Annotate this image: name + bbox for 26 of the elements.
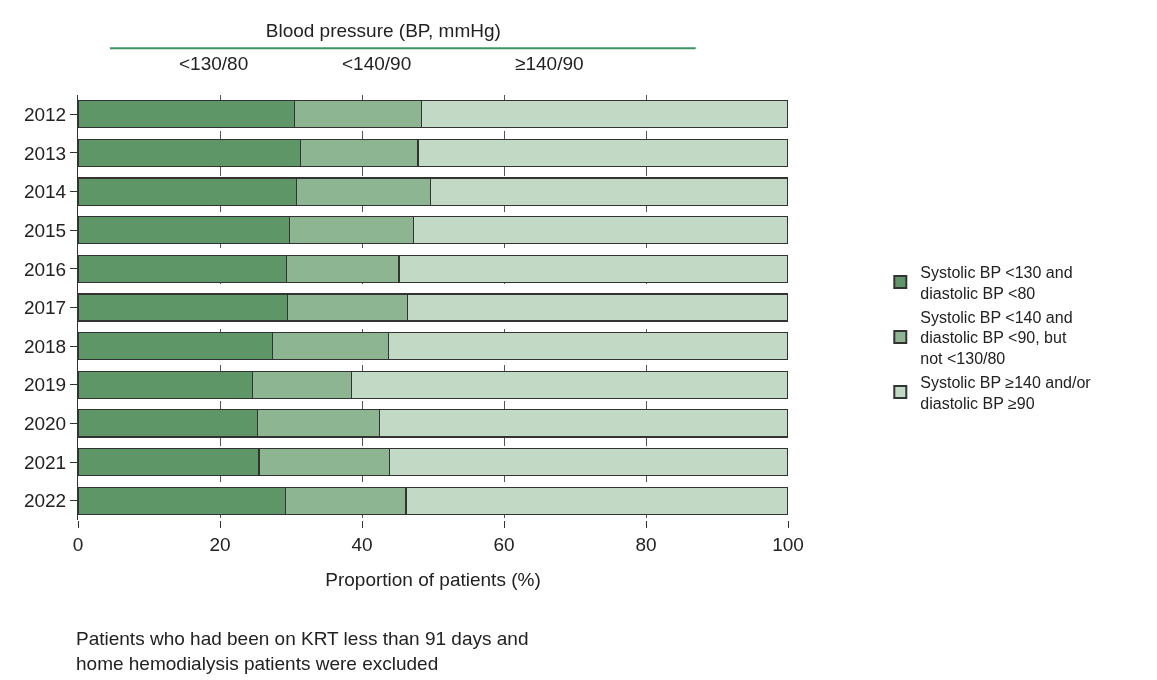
y-tick-label: 2022 [23,490,67,512]
y-tick-label: 2019 [23,374,67,396]
y-tick-label: 2018 [23,335,67,357]
y-tick-label: 2017 [23,297,67,319]
x-axis-title: Proportion of patients (%) [325,568,541,590]
x-tick-label: 60 [493,533,515,555]
text: <140/90 [342,53,412,74]
chart-title: Blood pressure (BP, mmHg) [265,20,501,42]
y-tick-label: 2020 [23,413,67,435]
text: ≥140/90 [515,53,584,74]
y-tick-label: 2015 [23,219,67,241]
y-tick-label: 2013 [23,142,67,164]
y-tick-label: 2012 [23,103,67,125]
text: <130/80 [179,53,249,74]
legend-label: Systolic BP <140 and diastolic BP <90, but not <130/80 [920,308,1073,368]
y-tick-label: 2014 [23,181,67,203]
x-tick-label: 40 [351,533,373,555]
legend-label: Systolic BP ≥140 and/or diastolic BP ≥90 [920,373,1092,412]
x-tick-label: 0 [72,533,84,555]
legend-label: Systolic BP <130 and diastolic BP <80 [920,263,1073,302]
text: Patients who had been on KRT less than 91 days and home hemodialysis patients were excluded [76,628,529,674]
y-tick-label: 2021 [23,451,67,473]
x-tick-label: 100 [772,533,804,555]
x-tick-label: 80 [635,533,657,555]
y-tick-label: 2016 [23,258,67,280]
x-tick-label: 20 [209,533,231,555]
